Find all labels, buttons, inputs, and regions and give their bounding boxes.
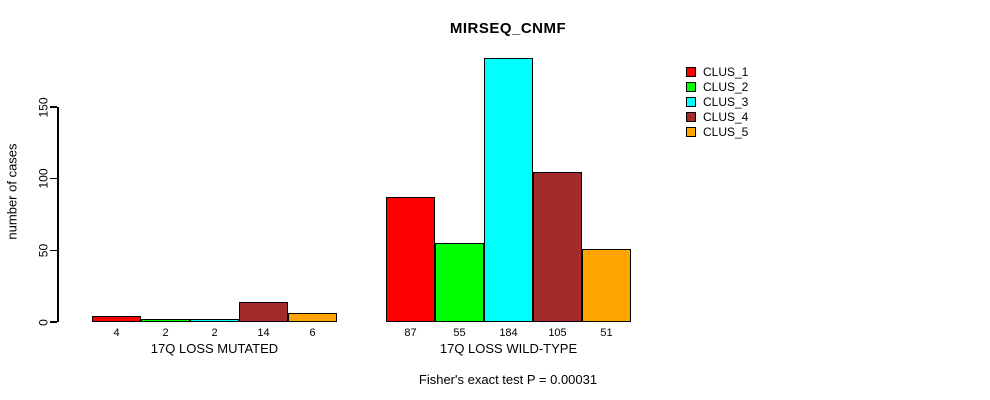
bar-clus_5-mutated [288,313,337,322]
y-tick-label: 0 [36,318,51,326]
y-tick-label: 150 [36,96,51,118]
legend-swatch-clus_2 [686,82,696,92]
y-tick-mark [50,249,57,252]
legend-label-clus_5: CLUS_5 [703,125,749,139]
bar-value-label: 87 [404,327,417,339]
legend-label-clus_1: CLUS_1 [703,65,749,79]
bar-clus_3-wild-type [484,58,533,322]
bar-clus_3-mutated [190,319,239,322]
group-label-mutated: 17Q LOSS MUTATED [150,341,279,356]
bar-value-label: 184 [499,327,518,339]
y-axis-label: number of cases [4,143,20,240]
bar-clus_5-wild-type [582,248,631,322]
legend-swatch-clus_5 [686,127,696,137]
bar-value-label: 4 [113,327,120,339]
group-label-wild-type: 17Q LOSS WILD-TYPE [439,341,578,356]
legend-swatch-clus_4 [686,112,696,122]
bar-clus_4-wild-type [533,171,582,322]
legend-label-clus_3: CLUS_3 [703,95,749,109]
y-tick-mark [50,321,57,323]
bar-clus_1-wild-type [386,197,435,322]
fisher-test-annotation: Fisher's exact test P = 0.00031 [418,372,598,387]
bar-value-label: 55 [453,327,466,339]
legend-swatch-clus_3 [686,97,696,107]
chart-title: MIRSEQ_CNMF [449,20,567,37]
bar-value-label: 2 [211,327,218,339]
bar-clus_1-mutated [92,316,141,322]
bar-value-label: 2 [162,327,169,339]
y-tick-mark [50,106,57,108]
legend-swatch-clus_1 [686,67,696,77]
y-axis-line [57,107,59,322]
bar-clus_4-mutated [239,301,288,322]
y-tick-label: 100 [36,168,51,189]
legend-label-clus_2: CLUS_2 [703,80,749,94]
bar-value-label: 14 [257,327,270,339]
bar-value-label: 51 [600,327,613,339]
y-tick-mark [50,177,57,180]
bar-value-label: 6 [309,327,316,339]
bar-value-label: 105 [548,327,567,339]
bar-clus_2-wild-type [435,243,484,322]
legend-label-clus_4: CLUS_4 [703,110,749,124]
bar-clus_2-mutated [141,319,190,322]
y-tick-label: 50 [36,243,51,258]
